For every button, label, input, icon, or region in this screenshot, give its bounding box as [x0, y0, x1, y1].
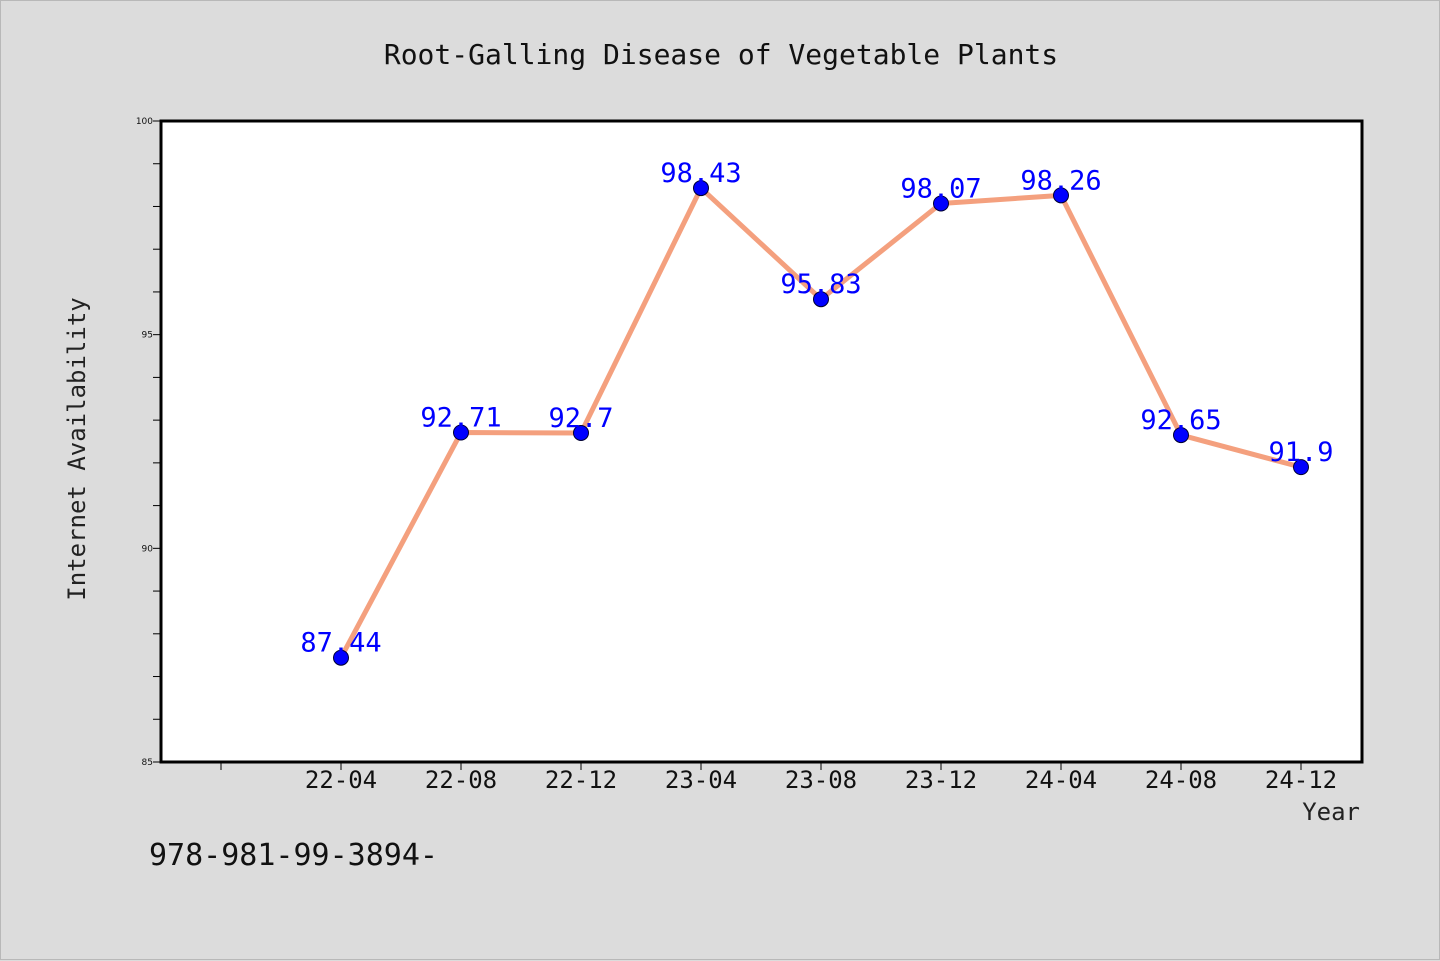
data-point	[333, 649, 349, 666]
y-tick-label: 85	[142, 758, 153, 768]
data-label: 87.44	[300, 628, 381, 659]
y-axis-label: Internet Availability	[63, 297, 91, 600]
x-axis: 22-04 22-08 22-12 23-04 23-08 23-12 24-04 24-08…	[220, 762, 1337, 794]
data-label: 91.9	[1268, 437, 1333, 468]
y-tick-label: 90	[142, 544, 154, 554]
data-markers	[333, 180, 1309, 666]
y-tick-label: 95	[142, 331, 153, 341]
data-point	[693, 180, 709, 197]
x-axis-label: Year	[1302, 798, 1360, 826]
data-point	[933, 195, 949, 212]
y-tick-label: 100	[136, 117, 153, 127]
data-point	[1053, 187, 1069, 204]
x-tick-label: 24-08	[1145, 766, 1217, 794]
data-point	[813, 291, 829, 308]
data-label: 95.83	[780, 269, 861, 300]
x-tick-label: 24-12	[1265, 766, 1337, 794]
chart-title: Root-Galling Disease of Vegetable Plants	[384, 38, 1058, 71]
x-tick-label: 23-12	[905, 766, 977, 794]
data-label: 92.65	[1140, 405, 1221, 436]
x-tick-label: 22-12	[545, 766, 617, 794]
data-labels: 87.44 92.71 92.7 98.43 95.83 98.07 98.26 92.65 9…	[300, 158, 1333, 659]
data-label: 92.7	[548, 403, 613, 434]
footer-text: 978-981-99-3894-	[149, 838, 438, 873]
data-label: 98.26	[1020, 165, 1101, 196]
plot-area	[159, 119, 1364, 764]
data-point	[573, 424, 589, 441]
data-point	[1293, 459, 1309, 476]
data-label: 98.07	[900, 173, 981, 204]
data-label: 98.43	[660, 158, 741, 189]
x-tick-label: 22-04	[305, 766, 377, 794]
data-point	[1173, 427, 1189, 444]
y-axis: 85 90 95 100	[136, 117, 161, 768]
x-tick-label: 23-04	[665, 766, 737, 794]
data-label: 92.71	[420, 403, 501, 434]
data-point	[453, 424, 469, 441]
x-tick-label: 24-04	[1025, 766, 1097, 794]
x-tick-label: 23-08	[785, 766, 857, 794]
x-tick-label: 22-08	[425, 766, 497, 794]
